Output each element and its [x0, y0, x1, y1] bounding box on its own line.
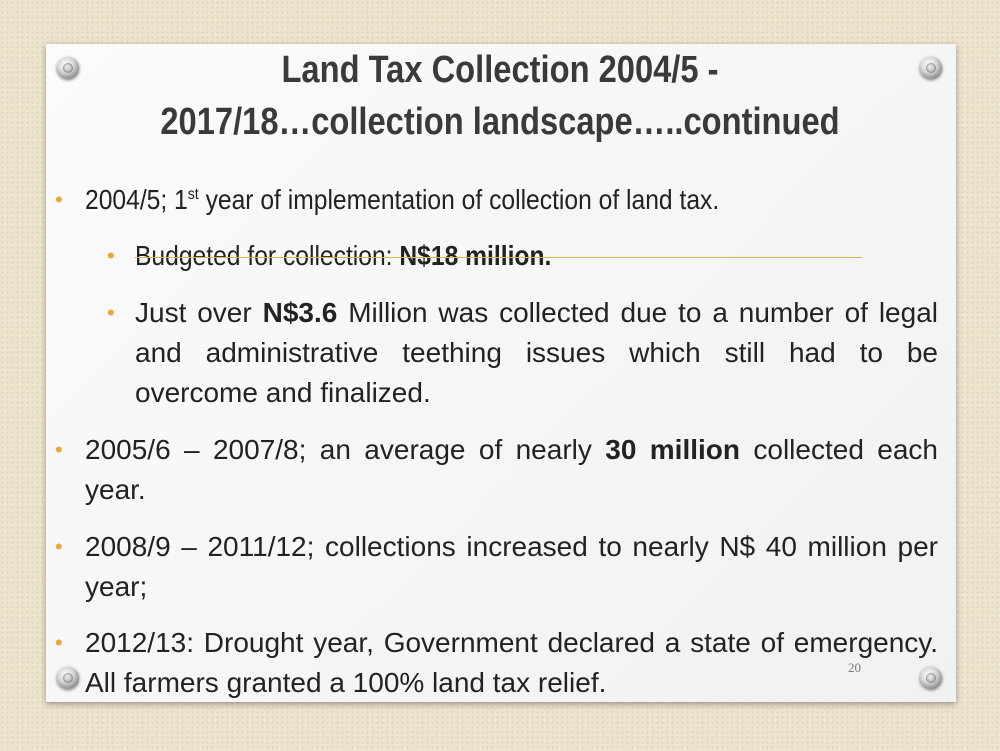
slide-title: Land Tax Collection 2004/5 - 2017/18…col… — [139, 44, 861, 148]
pin-top-left-icon — [57, 57, 79, 79]
bullet-2-text-cont: collected each year. — [85, 434, 938, 505]
bullet-dot-icon: • — [107, 300, 115, 325]
bullet-1b-text: Just over — [135, 297, 263, 328]
bullet-1b-text-cont: Million was collected due to a number of… — [135, 297, 938, 408]
bullet-1b-bold: N$3.6 — [262, 297, 338, 328]
bullet-1b: Just over N$3.6 Million was collected du… — [135, 293, 938, 413]
pin-bottom-right-icon — [920, 667, 942, 689]
bullet-4-text: 2012/13: Drought year, Government declar… — [85, 627, 938, 698]
bullet-1a: Budgeted for collection: N$18 million. — [135, 236, 995, 276]
bullet-dot-icon: • — [107, 243, 115, 268]
bullet-1-text-cont: year of implementation of collection of … — [198, 184, 720, 215]
pin-top-right-icon — [920, 57, 942, 79]
bullet-1a-text: Budgeted for collection: — [135, 240, 400, 271]
bullet-dot-icon: • — [55, 534, 63, 559]
bullet-4: 2012/13: Drought year, Government declar… — [85, 623, 938, 703]
bullet-1-text: 2004/5; 1 — [85, 184, 188, 215]
bullet-2-bold: 30 million — [605, 434, 740, 465]
pin-bottom-left-icon — [57, 667, 79, 689]
bullet-2-text: 2005/6 – 2007/8; an average of nearly — [85, 434, 606, 465]
title-line-2: 2017/18…collection landscape…..continued — [160, 101, 840, 143]
title-line-1: Land Tax Collection 2004/5 - — [281, 49, 719, 91]
slide-card — [46, 44, 956, 702]
bullet-dot-icon: • — [55, 630, 63, 655]
bullet-1a-bold: N$18 million. — [399, 240, 552, 271]
bullet-dot-icon: • — [55, 187, 63, 212]
bullet-2: 2005/6 – 2007/8; an average of nearly 30… — [85, 430, 938, 510]
bullet-3-text: 2008/9 – 2011/12; collections increased … — [85, 531, 938, 602]
page-number: 20 — [848, 660, 861, 675]
divider-rule — [135, 257, 862, 258]
bullet-1-sup: st — [187, 186, 199, 203]
bullet-3: 2008/9 – 2011/12; collections increased … — [85, 527, 938, 607]
bullet-dot-icon: • — [55, 437, 63, 462]
bullet-1: 2004/5; 1st year of implementation of co… — [85, 180, 985, 220]
